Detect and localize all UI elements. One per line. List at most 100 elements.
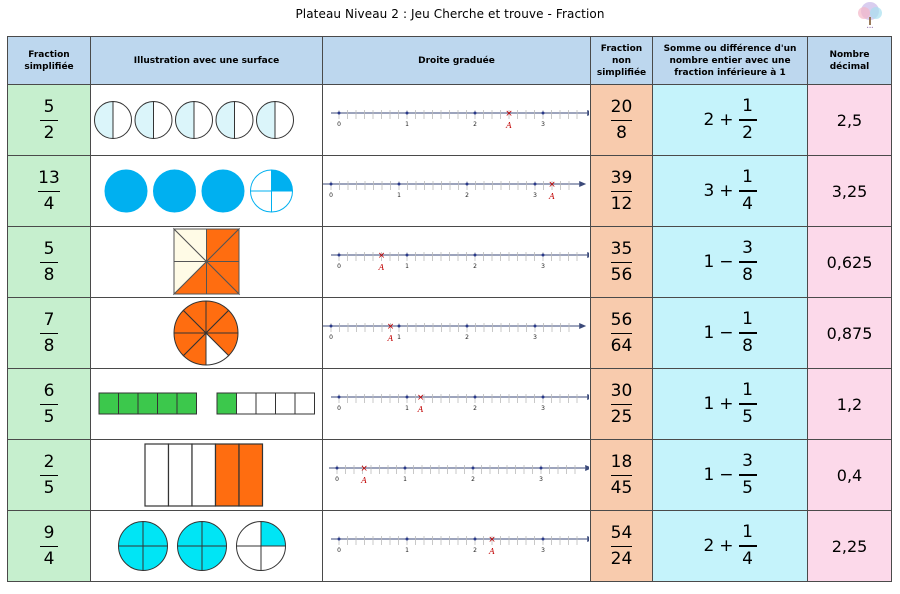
arrow-head <box>587 536 589 542</box>
decimal-cell: 2,25 <box>807 510 892 582</box>
simplified-cell: 6 5 <box>7 368 91 440</box>
unit-dot <box>539 466 543 470</box>
circle-part <box>260 545 287 572</box>
simplified-cell: 13 4 <box>7 155 91 227</box>
fraction-bar <box>610 190 633 193</box>
unit-dot <box>541 111 545 115</box>
bar-part <box>98 392 119 415</box>
fraction-bar <box>738 332 757 334</box>
tick-label: 3 <box>541 121 545 128</box>
circle-part <box>125 169 148 192</box>
non-simplified-cell: 35 56 <box>590 226 653 298</box>
illustration-cell <box>90 368 323 440</box>
circle-part <box>222 169 245 192</box>
point-label: A <box>505 121 512 130</box>
non-simplified-fraction: 56 64 <box>610 310 633 357</box>
fraction-bar <box>738 403 757 405</box>
sum-denominator: 4 <box>742 193 753 214</box>
bar-part <box>216 392 237 415</box>
bar-part <box>176 392 197 415</box>
circle-part <box>201 169 224 192</box>
table-row: 6 5 0 1 2 3 × A 30 25 1 + 1 5 1,2 <box>7 368 892 440</box>
circle-part <box>152 190 175 213</box>
tick-label: 2 <box>473 405 477 412</box>
simplified-denominator: 8 <box>43 336 55 357</box>
fraction-bar <box>40 261 58 264</box>
bar-part <box>118 392 139 415</box>
fraction-bar <box>610 332 633 335</box>
unit-dot <box>405 537 409 541</box>
tick-label: 3 <box>533 192 537 199</box>
header-simplified: Fraction simplifiée <box>7 36 91 85</box>
header-decimal: Nombre décimal <box>807 36 892 85</box>
fraction-bar <box>610 545 633 548</box>
circle-part <box>249 190 272 213</box>
tick-label: 2 <box>473 263 477 270</box>
number-line: 0 1 2 3 × A <box>331 251 589 272</box>
circle-part <box>176 520 203 547</box>
unit-dot <box>473 537 477 541</box>
arrow-head <box>587 394 589 400</box>
table-row: 2 5 0 1 2 3 × A 18 45 1 − 3 5 0,4 <box>7 439 892 511</box>
tree-logo-icon: ••• <box>858 2 882 30</box>
sum-fraction: 1 5 <box>738 381 757 427</box>
non-simplified-denominator: 25 <box>610 407 633 428</box>
sum-fraction: 1 2 <box>738 97 757 143</box>
simplified-denominator: 2 <box>43 123 55 144</box>
tick-label: 2 <box>473 547 477 554</box>
number-line: 0 1 2 3 × A <box>329 464 589 485</box>
simplified-fraction: 5 2 <box>40 97 58 144</box>
operator: + <box>719 181 734 201</box>
numberline-cell: 0 1 2 3 × A <box>322 226 591 298</box>
sum-numerator: 1 <box>742 309 753 330</box>
number-line: 0 1 2 3 × A <box>331 109 589 130</box>
simplified-fraction: 5 8 <box>40 239 58 286</box>
fraction-bar <box>40 119 58 122</box>
simplified-denominator: 5 <box>43 407 55 428</box>
circle-part <box>235 520 262 547</box>
decimal-cell: 0,4 <box>807 439 892 511</box>
simplified-denominator: 5 <box>43 478 55 499</box>
point-label: A <box>417 405 424 414</box>
non-simplified-fraction: 54 24 <box>610 522 633 570</box>
non-simplified-numerator: 54 <box>610 522 633 543</box>
sum-fraction: 1 4 <box>738 167 757 214</box>
sum-denominator: 8 <box>742 335 753 356</box>
bar-part <box>275 392 296 415</box>
surface-illustration <box>117 520 287 572</box>
arrow-head <box>579 181 587 187</box>
surface-illustration <box>104 169 294 213</box>
operator: + <box>719 110 734 130</box>
illustration-cell <box>90 297 323 369</box>
unit-dot <box>337 253 341 257</box>
fraction-bar <box>738 474 757 476</box>
operator: − <box>719 252 734 272</box>
circle-part <box>222 190 245 213</box>
point-label: A <box>387 334 394 343</box>
circle-part <box>152 169 175 192</box>
circle-part <box>249 169 272 192</box>
point-label: A <box>548 192 555 201</box>
circle-part <box>201 545 228 572</box>
fraction-bar <box>738 545 757 547</box>
simplified-numerator: 2 <box>43 451 55 472</box>
sum-fraction: 1 8 <box>738 309 757 356</box>
circle-part <box>174 190 197 213</box>
circle-part <box>271 169 294 192</box>
circle-part <box>142 520 169 547</box>
unit-dot <box>397 324 401 328</box>
unit-dot <box>541 253 545 257</box>
point-marker: × <box>417 393 425 403</box>
arrow-head <box>579 323 587 329</box>
simplified-cell: 5 8 <box>7 226 91 298</box>
unit-dot <box>533 182 537 186</box>
sum-denominator: 8 <box>742 264 753 285</box>
sum-numerator: 1 <box>742 522 753 543</box>
table-row: 9 4 0 1 2 3 × A 54 24 2 + 1 4 2,25 <box>7 510 892 582</box>
simplified-cell: 5 2 <box>7 84 91 156</box>
sum-fraction: 3 8 <box>738 239 757 285</box>
simplified-fraction: 9 4 <box>40 523 58 570</box>
sum-numerator: 1 <box>742 167 753 188</box>
rect-part <box>214 443 240 507</box>
point-marker: × <box>360 464 368 474</box>
